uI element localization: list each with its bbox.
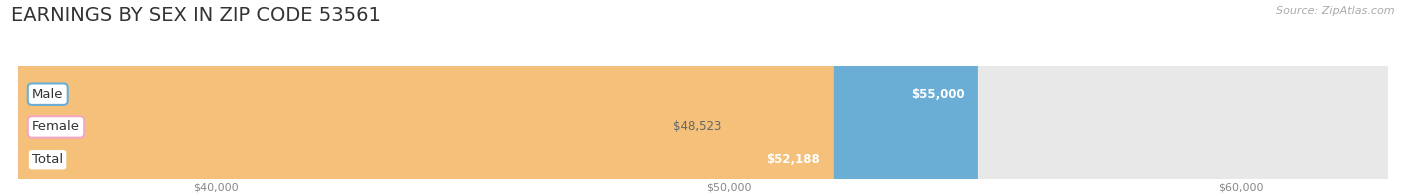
- Text: Male: Male: [32, 88, 63, 101]
- FancyBboxPatch shape: [18, 0, 1388, 195]
- Text: $48,523: $48,523: [673, 121, 721, 133]
- Text: $55,000: $55,000: [911, 88, 965, 101]
- FancyBboxPatch shape: [18, 0, 645, 195]
- FancyBboxPatch shape: [18, 0, 979, 195]
- FancyBboxPatch shape: [18, 0, 834, 195]
- FancyBboxPatch shape: [18, 0, 1388, 195]
- Text: Source: ZipAtlas.com: Source: ZipAtlas.com: [1277, 6, 1395, 16]
- FancyBboxPatch shape: [18, 0, 1388, 195]
- Text: $52,188: $52,188: [766, 153, 820, 166]
- Text: EARNINGS BY SEX IN ZIP CODE 53561: EARNINGS BY SEX IN ZIP CODE 53561: [11, 6, 381, 25]
- Text: Female: Female: [32, 121, 80, 133]
- Text: Total: Total: [32, 153, 63, 166]
